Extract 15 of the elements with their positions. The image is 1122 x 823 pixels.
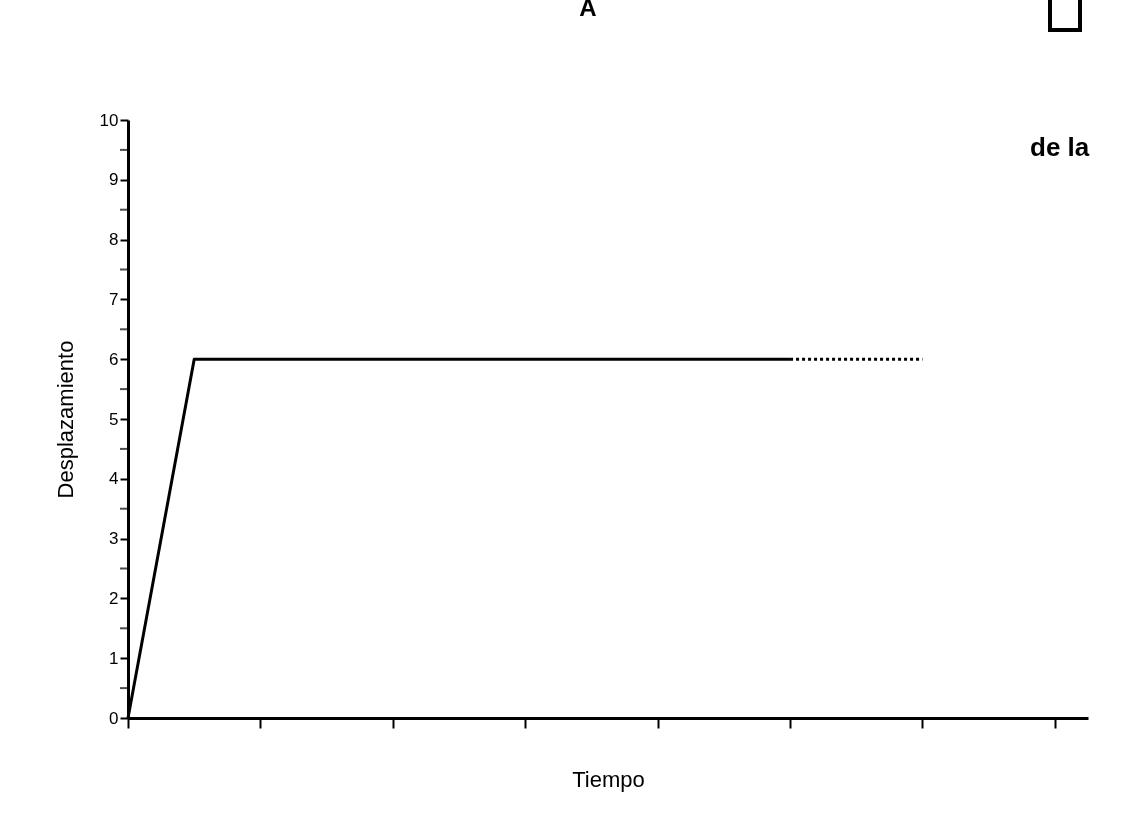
y-axis-title: Desplazamiento: [52, 340, 78, 499]
y-tick-label: 7: [109, 289, 119, 309]
y-tick-label: 10: [99, 110, 119, 130]
annotation: de la: [1030, 132, 1090, 163]
y-tick-label: 8: [109, 230, 119, 250]
y-tick-label: 0: [109, 708, 119, 728]
y-tick-label: 3: [109, 529, 119, 549]
y-tick-label: 6: [109, 349, 119, 369]
y-tick-label: 9: [109, 170, 119, 190]
y-tick-label: 1: [109, 648, 119, 668]
x-axis-title: Tiempo: [572, 766, 645, 792]
y-tick-label: 5: [109, 409, 119, 429]
y-tick-label: 4: [109, 469, 119, 489]
y-tick-label: 2: [109, 588, 119, 608]
chart-title: A: [579, 0, 597, 21]
